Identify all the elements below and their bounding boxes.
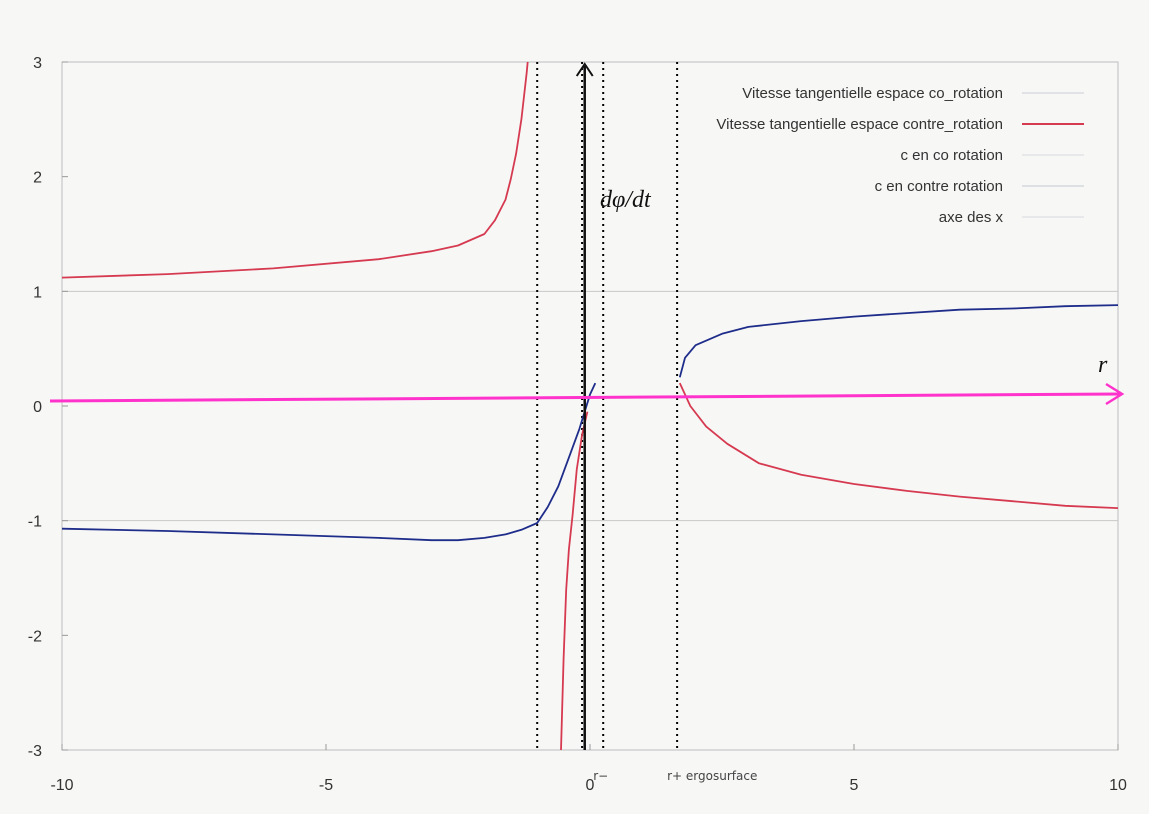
series-0-segment-1 [560, 411, 589, 751]
legend-label-4: axe des x [939, 209, 1004, 226]
y-axis-arrow-head [575, 62, 594, 77]
series-0-segment-2 [678, 382, 1119, 509]
x-tick-label-3: 5 [850, 777, 859, 794]
y-tick-label-2: -1 [28, 514, 42, 531]
legend-label-2: c en co rotation [900, 147, 1003, 164]
legend: Vitesse tangentielle espace co_rotation V… [716, 85, 1084, 226]
series-1-segment-0 [61, 382, 597, 542]
y-tick-label-3: 0 [33, 399, 42, 416]
plot-frame [61, 61, 1119, 751]
x-axis-arrow [49, 392, 1121, 403]
y-tick-label-5: 2 [33, 170, 42, 187]
x-tick-label-0: -10 [50, 777, 73, 794]
legend-label-0: Vitesse tangentielle espace co_rotation [742, 85, 1003, 102]
legend-label-3: c en contre rotation [875, 178, 1003, 195]
marker-label-3: r+ ergosurface [667, 769, 757, 783]
series-1-segment-1 [678, 304, 1119, 378]
y-tick-label-0: -3 [28, 743, 42, 760]
axis-overlay: dφ/dt r [49, 62, 1125, 750]
marker-label-2: r− [593, 769, 608, 783]
y-tick-label-4: 1 [33, 284, 42, 301]
y-tick-label-1: -2 [28, 628, 42, 645]
y-tick-label-6: 3 [33, 55, 42, 72]
x-tick-label-4: 10 [1109, 777, 1127, 794]
legend-label-1: Vitesse tangentielle espace contre_rotat… [716, 116, 1003, 133]
marker-labels: r− r+ ergosurface [593, 769, 757, 783]
x-tick-label-2: 0 [586, 777, 595, 794]
series-0-segment-0 [61, 61, 529, 279]
series-group [61, 61, 1119, 751]
vertical-markers [536, 62, 679, 750]
x-axis-label: r [1098, 352, 1108, 378]
x-tick-label-1: -5 [319, 777, 333, 794]
y-axis-label: dφ/dt [600, 187, 652, 213]
grid-lines [62, 290, 1118, 522]
x-axis-arrow-head [1105, 382, 1125, 406]
